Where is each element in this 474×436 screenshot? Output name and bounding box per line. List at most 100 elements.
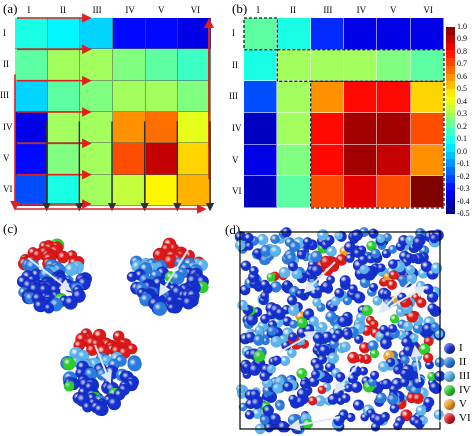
direction-vector	[27, 257, 72, 292]
particle	[334, 231, 344, 241]
heatmap-cell-II-VI	[410, 49, 444, 82]
colorbar-segment	[446, 73, 455, 82]
particle	[339, 275, 351, 287]
particle	[415, 405, 427, 416]
particle	[412, 236, 424, 248]
particle	[252, 334, 265, 346]
heatmap-cell-II-II	[277, 49, 311, 82]
heatmap-cell-V-I	[15, 143, 48, 175]
colorbar-segment	[446, 159, 455, 168]
particle	[152, 301, 168, 316]
particle	[243, 232, 254, 244]
colorbar-segment	[446, 120, 455, 129]
particle	[416, 297, 427, 308]
particle	[288, 319, 298, 329]
particle	[402, 320, 414, 332]
particle	[250, 397, 263, 410]
heatmap-cell-I-IV	[343, 18, 378, 50]
particle	[387, 259, 398, 269]
heatmap-cell-IV-III	[80, 112, 113, 144]
particle	[375, 392, 387, 404]
particle	[318, 344, 330, 357]
row-label: II	[3, 59, 9, 69]
heatmap-cell-II-V	[377, 49, 411, 82]
column-label: III	[92, 5, 102, 15]
particle	[282, 381, 294, 392]
heatmap-cell-VI-III	[310, 176, 344, 208]
legend-item: V	[444, 398, 467, 410]
particle	[296, 367, 308, 379]
legend-label: V	[459, 397, 467, 410]
column-label: II	[290, 5, 296, 15]
colorbar-segment	[446, 104, 455, 113]
particle	[388, 244, 398, 254]
particle	[272, 355, 282, 366]
particle	[351, 229, 363, 241]
direction-vector	[410, 345, 423, 383]
heatmap-cell-I-I	[15, 18, 48, 50]
heatmap-cell-V-I	[244, 144, 278, 177]
colorbar-tick-label: -0.4	[457, 196, 470, 206]
heatmap-cell-IV-IV	[343, 112, 378, 145]
particle	[429, 233, 440, 244]
heatmap-cell-II-VI	[178, 49, 211, 81]
direction-vector	[389, 286, 427, 308]
row-label: V	[3, 153, 10, 163]
legend-swatch	[444, 398, 455, 410]
particle	[310, 369, 321, 380]
colorbar-segment	[446, 167, 455, 175]
particle	[369, 370, 380, 380]
particle	[287, 304, 300, 316]
particle	[287, 261, 299, 272]
particle	[381, 248, 392, 259]
particle	[369, 348, 380, 359]
row-label: III	[0, 90, 9, 101]
particle	[345, 253, 355, 264]
column-label: IV	[125, 5, 135, 15]
particle	[359, 264, 370, 275]
particle	[287, 348, 297, 358]
heatmap-cell-VI-II	[277, 176, 311, 208]
heatmap-cell-III-VI	[410, 81, 444, 113]
particle	[307, 396, 318, 406]
particle	[423, 396, 435, 408]
particle	[248, 265, 259, 276]
particle	[327, 352, 339, 365]
direction-vector	[378, 281, 411, 314]
particle	[348, 284, 358, 294]
panel-label-d: (d)	[225, 222, 241, 237]
particle	[334, 287, 345, 299]
heatmap-cell-II-IV	[343, 49, 378, 82]
direction-vector	[303, 261, 336, 294]
particle	[282, 280, 292, 290]
heatmap-cell-VI-V	[377, 176, 411, 208]
colorbar-tick-label: -0.1	[457, 159, 470, 169]
particle	[399, 368, 410, 379]
particle	[237, 299, 248, 311]
colorbar-tick-label: -0.3	[457, 184, 470, 194]
colorbar-tick-label: 0.7	[457, 59, 467, 69]
legend-label: II	[459, 355, 467, 368]
particle	[330, 333, 340, 343]
particle	[254, 325, 264, 335]
dashed-block-1	[243, 17, 278, 51]
particle	[404, 252, 414, 262]
particle	[63, 380, 75, 392]
column-label: V	[390, 5, 397, 15]
colorbar-segment	[446, 50, 455, 59]
particle	[388, 270, 399, 280]
particle	[381, 378, 392, 390]
colorbar-segment	[446, 42, 455, 51]
particle	[434, 329, 444, 339]
colorbar-segment	[446, 27, 455, 35]
particle	[429, 322, 440, 332]
particle	[428, 381, 441, 393]
particle	[376, 234, 386, 244]
column-label: I	[256, 5, 260, 15]
particle	[262, 404, 275, 417]
particle	[278, 266, 291, 279]
particle	[321, 280, 333, 293]
heatmap-cell-V-IV	[113, 143, 146, 175]
particle	[343, 241, 356, 253]
heatmap-cell-II-III	[80, 49, 113, 81]
